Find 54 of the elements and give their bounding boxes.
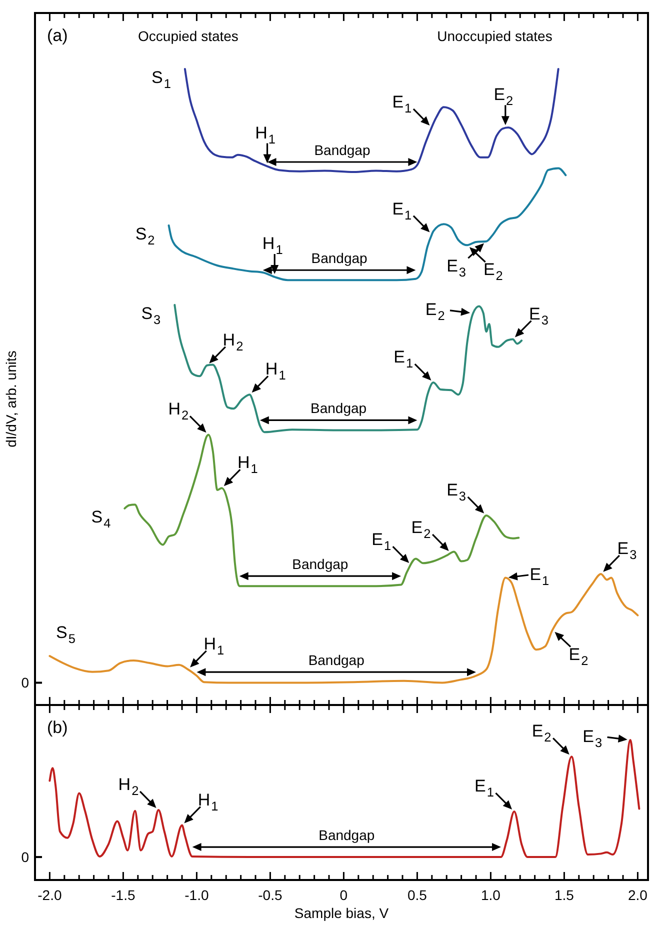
x-tick-label: -1.0	[184, 887, 209, 903]
annotation: E$_{1}$	[372, 530, 392, 553]
annotation: E$_{2}$	[483, 260, 503, 283]
annotation: E$_{1}$	[530, 564, 550, 588]
x-tick-label: 2.0	[628, 887, 648, 903]
x-tick-label: 0	[340, 887, 348, 903]
annotation: H$_{2}$	[168, 400, 189, 422]
annotation: E$_{2}$	[494, 85, 514, 108]
x-axis-title: Sample bias, V	[294, 905, 390, 921]
annotation: Bandgap	[314, 142, 370, 158]
text: Occupied states	[138, 28, 238, 44]
annotation: E$_{2}$	[568, 644, 588, 668]
annotation: E$_{2}$	[411, 518, 431, 541]
series-label: S$_{4}$	[91, 507, 111, 530]
series-label: S$_{3}$	[141, 304, 161, 326]
x-tick-label: 1.5	[554, 887, 574, 903]
annotation: E$_{2}$	[425, 300, 445, 323]
annotation: H$_{1}$	[198, 790, 218, 813]
annotation: H$_{1}$	[262, 234, 283, 256]
text: (b)	[47, 718, 68, 737]
annotation: E$_{3}$	[582, 727, 602, 750]
annotation: H$_{2}$	[222, 330, 244, 353]
annotation: Bandgap	[308, 652, 365, 668]
text: 0	[21, 849, 30, 866]
annotation: H$_{1}$	[238, 453, 258, 476]
annotation: E$_{2}$	[532, 722, 552, 744]
annotation: H$_{1}$	[204, 634, 224, 657]
annotation: E$_{3}$	[617, 538, 637, 562]
text: Unoccupied states	[437, 28, 552, 44]
annotation: H$_{1}$	[265, 360, 286, 382]
annotation: Bandgap	[310, 400, 367, 416]
annotation: E$_{3}$	[446, 256, 466, 279]
annotation: H$_{1}$	[255, 123, 276, 146]
annotation: E$_{1}$	[392, 92, 412, 116]
annotation: E$_{1}$	[474, 776, 494, 800]
text: (a)	[47, 26, 68, 45]
annotation: Bandgap	[318, 827, 375, 844]
series-label: S$_{1}$	[152, 68, 171, 91]
annotation: E$_{3}$	[529, 304, 548, 327]
annotation: E$_{1}$	[394, 348, 414, 370]
annotation: Bandgap	[311, 250, 368, 266]
x-tick-label: 1.0	[480, 887, 501, 903]
annotation: E$_{3}$	[446, 480, 466, 504]
text: 0	[21, 674, 30, 691]
x-tick-label: -1.5	[111, 887, 136, 903]
series-label: S$_{5}$	[56, 623, 76, 646]
y-axis-title: dI/dV, arb. units	[3, 350, 19, 448]
series-label: S$_{2}$	[135, 224, 155, 247]
x-tick-label: -2.0	[38, 887, 62, 903]
x-tick-label: -0.5	[258, 887, 282, 903]
annotation: Bandgap	[292, 556, 348, 572]
annotation: E$_{1}$	[392, 199, 412, 222]
annotation: H$_{2}$	[118, 775, 139, 798]
x-tick-label: 0.5	[407, 887, 428, 903]
